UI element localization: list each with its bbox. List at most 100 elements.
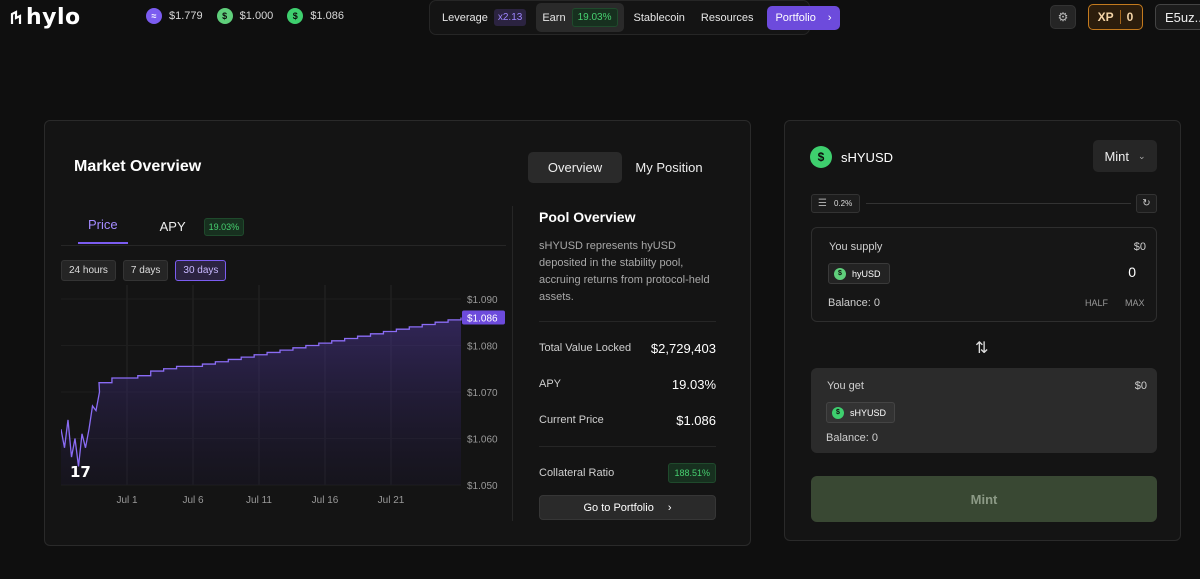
market-overview-card: Market Overview Overview My Position Pri… — [44, 120, 751, 546]
shyusd-token-icon: $ — [810, 146, 832, 168]
collateral-ratio-label: Collateral Ratio — [539, 467, 615, 479]
stat-label: Total Value Locked — [539, 342, 632, 354]
nav-portfolio-button[interactable]: Portfolio › — [767, 5, 840, 30]
range-24h[interactable]: 24 hours — [61, 260, 116, 281]
earn-badge: 19.03% — [571, 8, 618, 27]
y-tick-label: $1.050 — [467, 481, 498, 492]
gear-icon: ⚙ — [1057, 10, 1069, 24]
chart-tabs: Price APY 19.03% — [78, 209, 245, 244]
tab-overview[interactable]: Overview — [528, 152, 622, 183]
nav-resources[interactable]: Resources — [700, 11, 754, 24]
stat-row: APY 19.03% — [539, 366, 716, 402]
x-tick-label: Jul 6 — [182, 495, 204, 506]
price-item: $ $1.086 — [287, 8, 344, 24]
receive-label: You get — [827, 380, 864, 392]
y-tick-label: $1.080 — [467, 341, 498, 352]
price-value: $1.000 — [239, 10, 274, 22]
tab-price[interactable]: Price — [78, 209, 128, 244]
supply-label: You supply — [829, 241, 883, 253]
divider — [539, 321, 716, 322]
nav-earn[interactable]: Earn 19.03% — [536, 3, 624, 32]
overview-toggle: Overview My Position — [528, 152, 716, 183]
pool-stats: Total Value Locked $2,729,403 APY 19.03%… — [539, 321, 716, 491]
range-30d[interactable]: 30 days — [175, 260, 227, 281]
current-price-label: $1.086 — [467, 314, 498, 325]
half-button[interactable]: HALF — [1085, 298, 1109, 308]
go-to-portfolio-button[interactable]: Go to Portfolio › — [539, 495, 716, 520]
mint-button[interactable]: Mint — [811, 476, 1157, 522]
xp-label: XP — [1097, 10, 1114, 24]
current-price-tag — [462, 310, 505, 325]
hylo-logo[interactable]: hylo — [10, 5, 81, 30]
refresh-button[interactable]: ↻ — [1136, 194, 1157, 213]
pool-overview-title: Pool Overview — [539, 209, 636, 225]
swap-direction-icon[interactable]: ⇅ — [975, 340, 989, 357]
receive-usd-value: $0 — [1134, 380, 1147, 392]
x-tick-label: Jul 16 — [312, 495, 339, 506]
divider — [539, 446, 716, 447]
tradingview-logo-icon: 17 — [70, 463, 91, 481]
pool-overview: Pool Overview sHYUSD represents hyUSD de… — [539, 209, 716, 306]
stat-value: $2,729,403 — [650, 340, 716, 356]
price-item: $ $1.000 — [216, 8, 274, 24]
chevron-right-icon: › — [827, 11, 832, 24]
x-tick-label: Jul 11 — [246, 495, 272, 506]
max-button[interactable]: MAX — [1125, 298, 1145, 308]
supply-balance: Balance: 0 — [828, 297, 880, 309]
y-tick-label: $1.090 — [467, 295, 498, 306]
logo-text: hylo — [26, 5, 81, 30]
nav-leverage-label: Leverage — [442, 11, 488, 24]
divider — [866, 203, 1131, 204]
shyusd-token-icon: $ — [287, 8, 304, 24]
xp-divider — [1119, 10, 1121, 24]
stat-label: APY — [539, 378, 562, 390]
stat-label: Current Price — [539, 414, 604, 426]
divider — [61, 245, 506, 246]
nav-portfolio-label: Portfolio — [775, 11, 816, 24]
range-7d[interactable]: 7 days — [122, 260, 169, 281]
receive-token: $ sHYUSD — [826, 402, 896, 423]
hyusd-token-icon: $ — [834, 267, 846, 280]
price-line — [61, 317, 462, 467]
hyusd-leverage-token-icon: ≈ — [146, 8, 162, 24]
x-tick-label: Jul 21 — [378, 495, 405, 506]
token-header: $ sHYUSD — [810, 146, 893, 168]
x-tick-label: Jul 1 — [116, 495, 138, 506]
hylo-logo-icon — [10, 9, 22, 24]
receive-token-name: sHYUSD — [850, 407, 887, 418]
xp-button[interactable]: XP 0 — [1088, 4, 1143, 30]
sliders-icon: ☰ — [818, 198, 827, 209]
price-value: $1.086 — [310, 10, 344, 22]
collateral-ratio-badge: 188.51% — [668, 463, 716, 483]
price-chart[interactable]: Jul 1 Jul 6 Jul 11 Jul 16 Jul 21 $1.090 $1.080… — [61, 285, 506, 511]
supply-amount-input[interactable]: 0 — [1128, 264, 1136, 280]
stat-row: Total Value Locked $2,729,403 — [539, 330, 716, 366]
nav-earn-label: Earn — [542, 11, 566, 24]
mode-select[interactable]: Mint ⌄ — [1093, 140, 1157, 172]
slippage-button[interactable]: ☰ 0.2% — [811, 194, 860, 213]
wallet-button[interactable]: E5uz... — [1155, 4, 1200, 30]
tab-my-position[interactable]: My Position — [635, 160, 703, 175]
supply-token-select[interactable]: $ hyUSD — [828, 263, 890, 284]
price-value: $1.779 — [169, 10, 203, 22]
shyusd-token-icon: $ — [832, 406, 844, 419]
divider — [512, 206, 513, 521]
receive-panel: You get $0 $ sHYUSD Balance: 0 — [811, 368, 1157, 453]
stat-value: 19.03% — [671, 376, 716, 392]
chevron-right-icon: › — [667, 501, 672, 514]
token-prices: ≈ $1.779 $ $1.000 $ $1.086 — [146, 8, 344, 24]
tab-apy[interactable]: APY — [159, 219, 186, 234]
supply-usd-value: $0 — [1133, 241, 1146, 253]
leverage-badge: x2.13 — [493, 9, 527, 26]
nav-leverage[interactable]: Leverage x2.13 — [436, 4, 532, 31]
chevron-down-icon: ⌄ — [1138, 150, 1146, 161]
xp-value: 0 — [1126, 10, 1134, 24]
market-overview-title: Market Overview — [74, 158, 202, 175]
stat-row: Current Price $1.086 — [539, 402, 716, 438]
settings-button[interactable]: ⚙ — [1050, 5, 1076, 29]
receive-balance: Balance: 0 — [826, 432, 878, 444]
slippage-value: 0.2% — [833, 199, 853, 208]
nav-stablecoin[interactable]: Stablecoin — [633, 11, 685, 24]
y-tick-label: $1.060 — [467, 434, 498, 445]
time-range-selector: 24 hours 7 days 30 days — [61, 260, 227, 281]
